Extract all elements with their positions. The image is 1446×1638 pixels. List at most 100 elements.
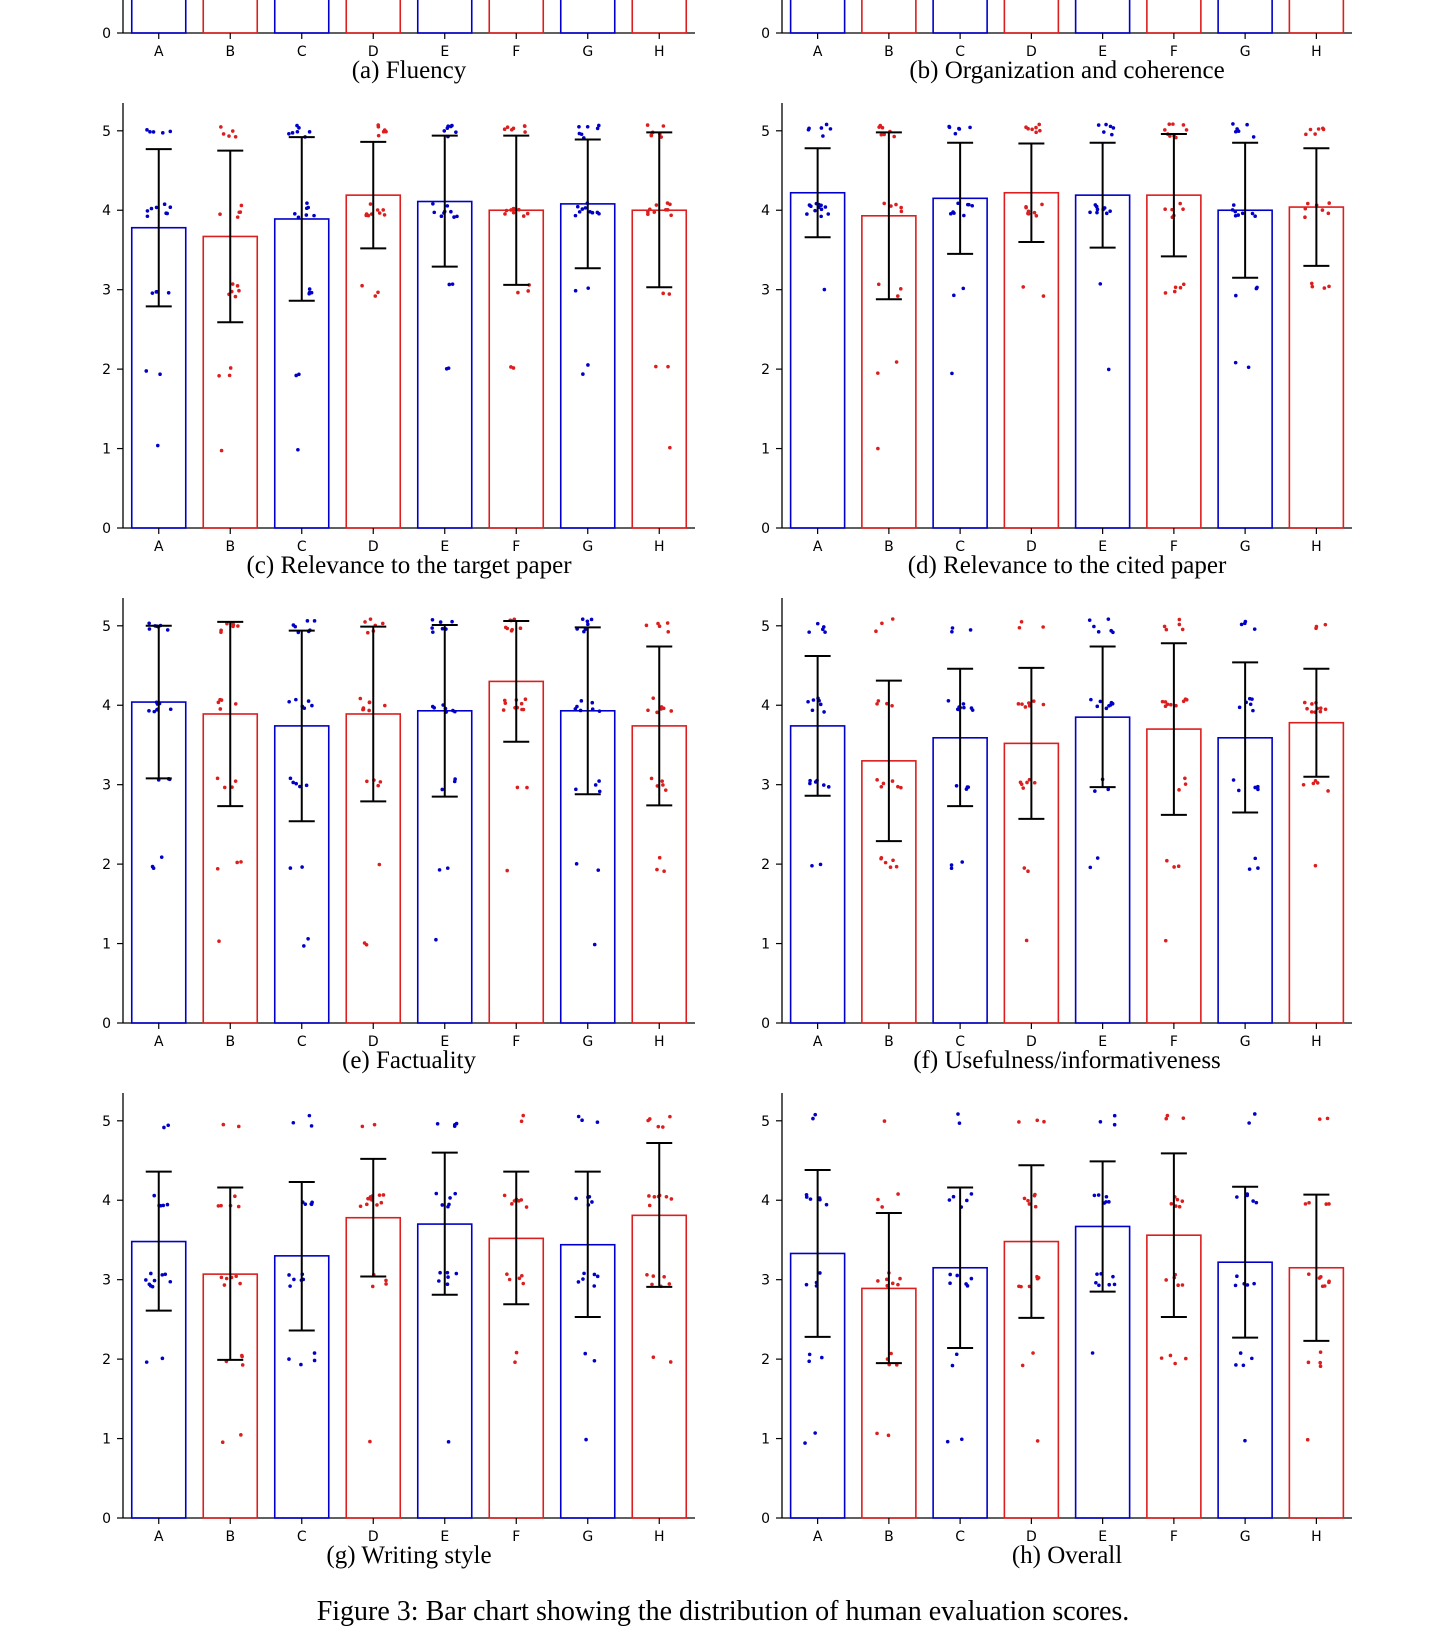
score-point [383,703,387,708]
score-point [810,863,814,868]
score-point [235,860,239,865]
bar-E [416,0,473,34]
score-point [305,619,310,623]
score-point [646,210,650,214]
score-point [511,210,516,215]
score-point [1305,1437,1310,1442]
score-point [154,205,159,210]
score-point [969,1276,974,1281]
score-point [876,1197,880,1202]
score-point [1246,365,1251,370]
score-point [656,1124,661,1129]
score-point [885,1277,889,1282]
panel-caption: (h) Overall [1012,1542,1122,1569]
error-bar-A [145,148,172,308]
score-point [1034,213,1039,218]
score-point [452,1124,457,1128]
score-point [1095,210,1099,215]
score-point [503,701,508,705]
score-point [144,1360,149,1364]
score-point [360,1124,365,1129]
score-point [501,708,506,712]
y-tick-label: 0 [761,26,770,42]
score-point [1317,1117,1322,1121]
score-point [1030,127,1034,132]
score-point [645,1272,649,1277]
error-bar-D [360,1157,387,1278]
x-tick-label: B [225,1529,235,1545]
score-point [659,135,664,139]
y-tick-label: 2 [102,1352,111,1368]
score-point [312,1358,317,1363]
score-point [233,779,238,783]
score-point [509,365,513,369]
score-point [1108,209,1112,213]
score-point [822,287,827,292]
score-point [454,1121,459,1126]
score-point [808,1197,813,1201]
score-point [288,866,293,870]
score-point [526,289,530,293]
score-point [1165,1113,1170,1118]
y-tick-label: 2 [761,362,770,378]
x-tick-label: A [813,1034,823,1050]
score-point [1303,215,1307,220]
score-point [1321,126,1325,131]
score-point [896,1192,900,1196]
score-point [899,785,903,790]
score-point [431,201,435,206]
score-point [1107,1282,1112,1287]
score-point [596,868,601,872]
panel-caption: (d) Relevance to the cited paper [908,552,1227,579]
x-tick-label: B [884,1034,894,1050]
score-point [149,1271,153,1276]
score-point [965,1198,969,1203]
error-bar-C [947,667,974,808]
error-bar-F [503,134,530,286]
score-point [585,124,590,129]
score-point [1027,1202,1032,1206]
score-point [663,788,668,792]
score-point [503,212,507,216]
score-point [502,1193,507,1198]
score-point [434,1191,439,1196]
x-tick-label: E [1098,1529,1107,1545]
score-point [382,213,387,217]
score-point [803,1441,807,1445]
panel-caption: (b) Organization and coherence [909,57,1224,84]
score-point [966,785,971,789]
bar-D [1003,0,1060,34]
score-point [967,202,971,207]
error-bar-G [574,626,601,796]
score-point [1236,788,1241,793]
score-point [438,620,443,624]
error-bar-F [1160,132,1187,258]
score-point [437,868,442,872]
figure-caption: Figure 3: Bar chart showing the distribu… [317,1596,1130,1627]
score-point [430,617,435,622]
score-point [1305,706,1309,711]
score-point [646,708,650,713]
score-point [1095,207,1100,212]
bar-B [861,0,917,34]
score-point [294,781,299,786]
score-point [1252,1281,1256,1286]
x-tick-label: B [884,539,894,555]
score-point [439,214,444,218]
error-bar-F [1160,1152,1187,1319]
score-point [894,360,899,364]
score-point [879,855,884,860]
score-point [1178,285,1183,290]
score-point [957,1121,962,1125]
score-point [297,372,301,377]
y-tick-label: 0 [761,1511,770,1527]
chart-panel-5: 0 1 2 3 4 5 A B C D E F G H (e) Factuality [102,598,695,1074]
error-bar-D [360,140,387,250]
score-point [649,133,654,138]
score-point [1035,1118,1040,1123]
score-point [307,291,311,296]
score-point [1095,856,1100,860]
score-point [1104,706,1109,711]
score-point [447,282,452,287]
x-tick-label: G [582,1034,593,1050]
